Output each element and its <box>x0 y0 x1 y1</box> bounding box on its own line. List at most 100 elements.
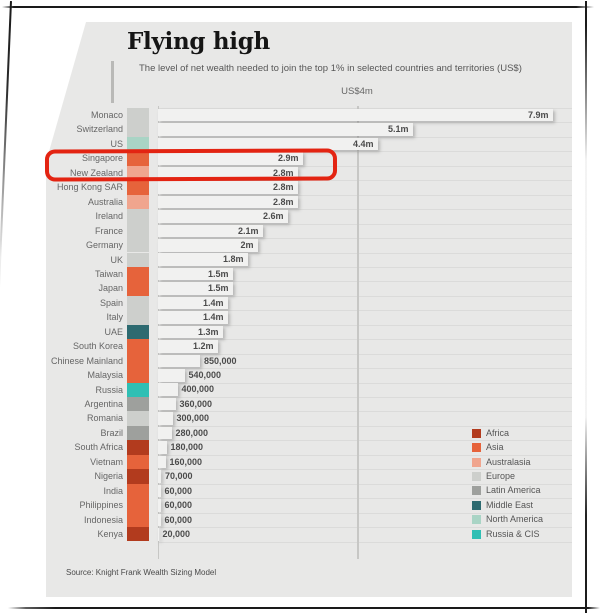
value-label: 2.8m <box>272 196 294 207</box>
row-separator <box>157 310 572 312</box>
legend-swatch <box>472 486 481 496</box>
row-separator <box>157 194 572 196</box>
source-note: Source: Knight Frank Wealth Sizing Model <box>66 568 217 577</box>
row-separator <box>157 324 572 326</box>
row-separator <box>157 353 572 355</box>
region-swatch <box>127 527 149 542</box>
bar: 1.8m <box>157 253 248 266</box>
row-separator <box>157 122 572 124</box>
country-label: Chinese Mainland <box>50 355 123 366</box>
country-label: New Zealand <box>69 167 123 178</box>
bar <box>157 383 178 397</box>
legend-label: Latin America <box>486 485 541 496</box>
value-label: 1.5m <box>207 268 229 279</box>
row-separator <box>157 527 572 529</box>
bar <box>157 354 200 368</box>
country-label: South Africa <box>74 442 123 453</box>
region-swatch <box>127 397 149 412</box>
country-label: Malaysia <box>87 370 123 381</box>
region-swatch <box>127 151 149 166</box>
region-swatch <box>127 238 149 253</box>
row-separator <box>157 382 572 384</box>
region-swatch <box>127 295 149 311</box>
bar <box>157 412 173 425</box>
bar: 2.1m <box>157 224 263 238</box>
value-label: 1.2m <box>192 341 214 352</box>
region-swatch <box>127 382 149 397</box>
region-swatch <box>127 483 149 499</box>
row-separator <box>157 498 572 500</box>
bar: 4.4m <box>157 137 378 151</box>
region-swatch <box>127 122 149 137</box>
value-label: 400,000 <box>181 384 215 395</box>
gridline-4m <box>357 106 359 559</box>
country-label: Spain <box>99 297 123 308</box>
legend-label: Middle East <box>486 499 534 510</box>
value-label: 160,000 <box>169 456 203 467</box>
subtitle-rule <box>111 61 114 103</box>
value-label: 280,000 <box>175 427 209 438</box>
value-label: 1.3m <box>197 326 219 337</box>
row-separator <box>157 541 572 543</box>
bar <box>157 369 185 382</box>
row-separator <box>157 368 572 370</box>
bar: 1.3m <box>157 325 223 339</box>
legend-swatch <box>472 471 481 481</box>
country-label: Vietnam <box>90 456 123 467</box>
value-label: 1.5m <box>207 283 229 294</box>
bar <box>157 499 161 512</box>
country-label: Romania <box>86 413 123 424</box>
value-label: 2.6m <box>262 211 284 222</box>
region-swatch <box>127 454 149 470</box>
country-label: Italy <box>106 312 123 323</box>
legend-label: Africa <box>486 427 510 438</box>
bar: 1.5m <box>157 282 233 295</box>
region-swatch <box>127 469 149 484</box>
row-separator <box>157 483 572 485</box>
legend-label: Asia <box>486 442 504 453</box>
value-label: 360,000 <box>179 398 213 409</box>
bar <box>157 426 172 440</box>
value-label: 7.9m <box>527 109 549 120</box>
country-label: Philippines <box>79 500 123 511</box>
region-swatch <box>127 136 149 152</box>
region-swatch <box>127 310 149 325</box>
region-swatch <box>127 209 149 224</box>
bar <box>157 441 167 454</box>
row-separator <box>157 266 572 268</box>
row-separator <box>157 108 572 109</box>
country-label: Nigeria <box>94 471 123 482</box>
legend-swatch <box>472 457 481 467</box>
bar: 1.4m <box>157 311 228 324</box>
region-swatch <box>127 440 149 455</box>
row-separator <box>157 512 572 514</box>
value-label: 1.8m <box>222 254 244 265</box>
bar: 7.9m <box>157 108 553 122</box>
legend-label: Europe <box>486 470 516 481</box>
bar: 2.9m <box>157 152 303 165</box>
row-separator <box>157 223 572 225</box>
bar: 2.6m <box>157 210 288 223</box>
row-separator <box>157 165 572 167</box>
value-label: 540,000 <box>188 370 222 380</box>
bar: 1.4m <box>157 296 228 310</box>
frame-line-left <box>0 1 12 613</box>
bar: 1.5m <box>157 267 233 281</box>
bar <box>157 397 176 411</box>
value-label: 2.8m <box>272 167 294 178</box>
axis-gridline-label: US$4m <box>341 86 373 97</box>
region-swatch <box>127 339 149 354</box>
legend-label: Russia & CIS <box>486 528 540 539</box>
row-separator <box>157 136 572 138</box>
value-label: 300,000 <box>176 413 210 424</box>
bar <box>157 513 161 527</box>
country-label: Taiwan <box>94 268 123 279</box>
country-label: Germany <box>85 240 123 251</box>
value-label: 1.4m <box>202 297 224 308</box>
region-swatch <box>127 411 149 426</box>
region-swatch <box>127 368 149 383</box>
row-separator <box>157 454 572 456</box>
row-separator <box>157 469 572 471</box>
row-separator <box>157 425 572 427</box>
legend-swatch <box>472 428 481 438</box>
